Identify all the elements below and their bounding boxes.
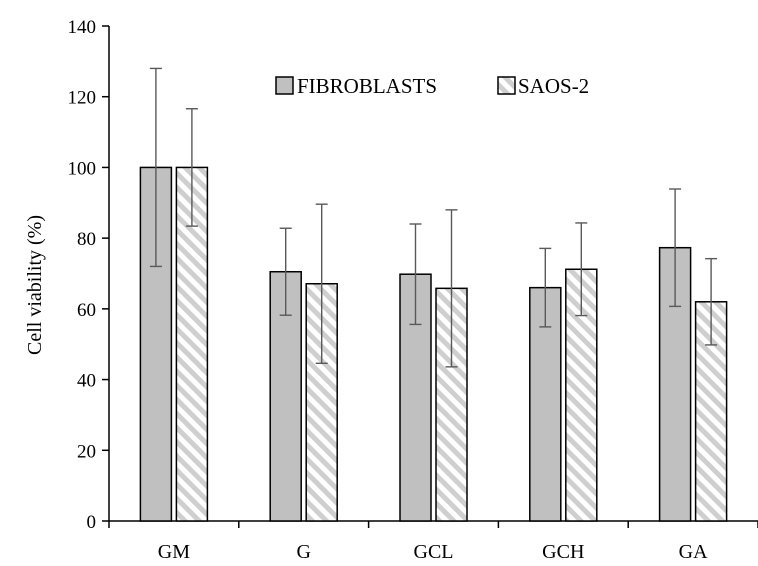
- legend-label-fibroblasts: FIBROBLASTS: [297, 74, 437, 98]
- legend: FIBROBLASTS SAOS-2: [276, 74, 589, 98]
- y-tick-label: 140: [68, 17, 97, 38]
- y-tick-label: 40: [77, 371, 96, 392]
- x-tick-label: GA: [679, 541, 708, 563]
- y-tick-label: 120: [68, 88, 97, 109]
- x-tick-label: GM: [158, 541, 190, 563]
- y-tick-label: 100: [68, 158, 97, 179]
- y-axis-title: Cell viability (%): [24, 215, 46, 355]
- x-tick-label: GCL: [414, 541, 454, 563]
- y-tick-label: 0: [87, 512, 97, 533]
- legend-swatch-saos2: [498, 77, 515, 94]
- y-tick-label: 20: [77, 441, 96, 462]
- x-axis: GM G GCL GCH GA: [109, 521, 758, 563]
- x-tick-label: G: [296, 541, 310, 563]
- legend-swatch-fibroblasts: [276, 77, 293, 94]
- error-bars: [150, 68, 717, 366]
- x-tick-label: GCH: [542, 541, 584, 563]
- bars: [140, 167, 726, 521]
- y-tick-label: 80: [77, 229, 96, 250]
- y-axis: 0 20 40 60 80 100 120 140: [68, 17, 110, 533]
- y-tick-label: 60: [77, 300, 96, 321]
- legend-label-saos2: SAOS-2: [518, 74, 589, 98]
